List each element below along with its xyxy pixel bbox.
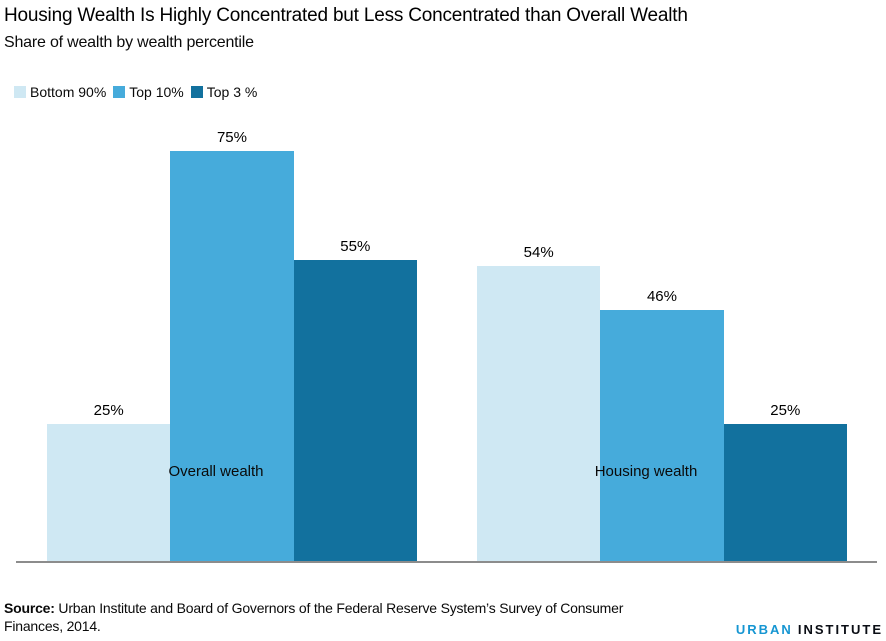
bar-overall-top3: 55% xyxy=(293,238,417,561)
bar-value-label: 75% xyxy=(216,129,247,146)
logo-institute: INSTITUTE xyxy=(797,622,883,637)
bar-overall-bottom90: 25% xyxy=(47,402,171,561)
urban-institute-logo: URBAN INSTITUTE xyxy=(736,622,883,637)
chart-title: Housing Wealth Is Highly Concentrated bu… xyxy=(4,5,688,26)
bar-overall-top10: 75% xyxy=(170,129,294,561)
legend-item-top10: Top 10% xyxy=(113,84,184,100)
bar-housing-top3: 25% xyxy=(723,402,847,561)
legend-swatch-top3-icon xyxy=(190,86,203,98)
bar-housing-bottom90: 54% xyxy=(477,244,601,561)
legend-label-top3: Top 3 % xyxy=(206,84,258,100)
bar-value-label: 54% xyxy=(523,243,554,261)
legend-label-top10: Top 10% xyxy=(129,84,184,100)
source-label: Source: xyxy=(4,600,55,616)
bar-group-housing-wealth: 54% 46% 25% xyxy=(477,244,847,561)
x-axis-label-overall-wealth: Overall wealth xyxy=(168,463,264,480)
legend-item-top3: Top 3 % xyxy=(190,84,258,100)
legend-item-bottom90: Bottom 90% xyxy=(14,84,106,100)
legend-label-bottom90: Bottom 90% xyxy=(30,84,107,100)
bar-value-label: 55% xyxy=(340,238,371,256)
plot-area: 25% 75% 55% 54% 46% 25% xyxy=(16,110,877,563)
x-axis-label-housing-wealth: Housing wealth xyxy=(594,463,698,480)
bar-value-label: 46% xyxy=(646,287,677,305)
legend-swatch-bottom90-icon xyxy=(14,86,26,98)
chart-subtitle: Share of wealth by wealth percentile xyxy=(4,34,254,51)
legend-swatch-top10-icon xyxy=(113,86,126,98)
source-text: Urban Institute and Board of Governors o… xyxy=(4,600,624,634)
bar-group-overall-wealth: 25% 75% 55% xyxy=(47,129,417,561)
bar-housing-top10: 46% xyxy=(600,288,724,561)
logo-urban: URBAN xyxy=(735,622,793,637)
source-note: Source: Urban Institute and Board of Gov… xyxy=(4,599,684,635)
bar-value-label: 25% xyxy=(770,402,801,420)
bar-value-label: 25% xyxy=(93,402,124,420)
chart-legend: Bottom 90% Top 10% Top 3 % xyxy=(14,84,257,100)
